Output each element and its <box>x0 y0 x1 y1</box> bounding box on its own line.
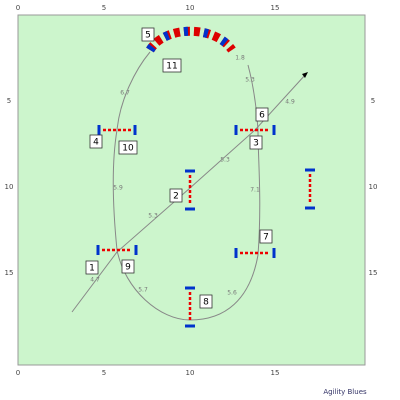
obstacle-label: 1 <box>85 260 99 275</box>
distance-label: 1.8 <box>235 55 245 62</box>
obstacle-label: 10 <box>118 140 138 155</box>
jump <box>305 168 315 210</box>
obstacle-label: 4 <box>89 134 103 149</box>
obstacle-label: 8 <box>199 294 213 309</box>
obstacle-number: 1 <box>89 264 95 274</box>
obstacle-label: 2 <box>169 188 183 203</box>
top-axis-label: 0 <box>16 4 20 12</box>
distance-label: 5.3 <box>245 77 255 84</box>
left-axis-label: 15 <box>5 269 14 277</box>
jump <box>96 245 138 255</box>
obstacle-number: 3 <box>253 139 259 149</box>
bottom-axis-label: 0 <box>16 369 20 377</box>
tunnel <box>146 26 236 53</box>
distance-label: 5.9 <box>113 185 123 192</box>
top-axis-label: 5 <box>102 4 106 12</box>
obstacle-label: 11 <box>162 58 182 73</box>
distance-label: 5.7 <box>138 287 148 294</box>
obstacle-label: 5 <box>141 27 155 42</box>
obstacle-number: 4 <box>93 138 99 148</box>
obstacle-label: 7 <box>259 229 273 244</box>
obstacle-number: 7 <box>263 233 269 243</box>
jump <box>185 169 195 211</box>
distance-label: 4.7 <box>90 277 100 284</box>
obstacle-number: 6 <box>259 111 265 121</box>
bottom-axis-label: 5 <box>102 369 106 377</box>
distance-label: 6.7 <box>120 90 130 97</box>
bottom-axis-label: 10 <box>186 369 195 377</box>
distance-label: 5.3 <box>220 157 230 164</box>
distance-label: 7.1 <box>250 187 260 194</box>
jump <box>185 286 195 328</box>
jump <box>97 125 137 135</box>
distance-label: 4.9 <box>285 99 295 106</box>
top-axis-label: 15 <box>271 4 280 12</box>
right-axis-label: 5 <box>371 97 375 105</box>
footer-brand: Agility Blues <box>323 388 367 396</box>
field <box>17 14 366 366</box>
obstacle-number: 8 <box>203 298 209 308</box>
obstacle-number: 11 <box>166 62 177 72</box>
distance-label: 5.6 <box>227 290 237 297</box>
obstacle-label: 9 <box>121 259 135 274</box>
obstacle-number: 2 <box>173 192 179 202</box>
bottom-axis-label: 15 <box>271 369 280 377</box>
obstacle-number: 10 <box>122 144 134 154</box>
left-axis-label: 5 <box>7 97 11 105</box>
jump <box>234 125 276 135</box>
obstacle-number: 9 <box>125 263 131 273</box>
obstacle-number: 5 <box>145 31 151 41</box>
dog-path <box>112 51 151 251</box>
top-axis-label: 10 <box>186 4 195 12</box>
distance-label: 5.3 <box>148 213 158 220</box>
obstacle-label: 3 <box>249 135 263 150</box>
jump <box>234 248 276 258</box>
obstacle-label: 6 <box>255 107 269 122</box>
arrow-head <box>302 72 308 78</box>
right-axis-label: 15 <box>369 269 378 277</box>
right-axis-label: 10 <box>369 183 378 191</box>
left-axis-label: 10 <box>5 183 14 191</box>
